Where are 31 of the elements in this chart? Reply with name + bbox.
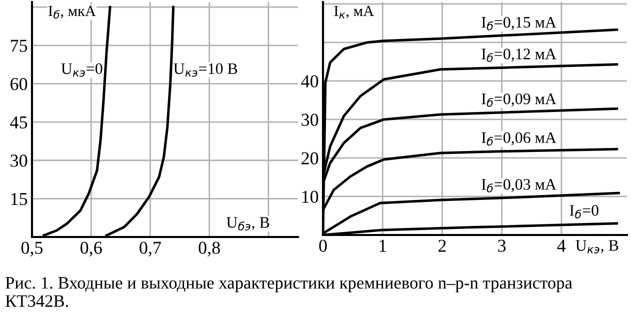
- series-label: U$_{кэ}$=10 В: [174, 63, 238, 77]
- series-label: I$_{б}$=0,15 мА: [482, 16, 556, 30]
- y-tick-label: 20: [302, 152, 318, 164]
- y-tick-label: 15: [11, 193, 28, 206]
- series-label: I$_{б}$=0: [570, 205, 598, 218]
- y-axis-title: I$_{к}$, мА: [334, 6, 374, 18]
- x-tick-label: 1: [380, 240, 386, 252]
- y-tick-label: 30: [10, 154, 28, 167]
- x-tick-label: 0,5: [21, 242, 43, 256]
- series-label: I$_{б}$=0,12 мА: [482, 48, 556, 62]
- x-tick-label: 0,7: [140, 242, 161, 256]
- series-label: I$_{б}$=0,09 мА: [482, 93, 556, 107]
- y-tick-label: 75: [10, 40, 28, 52]
- x-tick-label: 3: [498, 240, 506, 252]
- y-tick-label: 45: [10, 116, 28, 128]
- y-tick-label: 60: [10, 78, 28, 90]
- series-label: U$_{кэ}$=0: [61, 63, 102, 77]
- x-axis-title: U$_{бэ}$, В: [226, 217, 270, 230]
- series-label: I$_{б}$=0,06 мА: [482, 132, 556, 146]
- x-tick-label: 0,8: [198, 242, 220, 256]
- y-tick-label: 10: [302, 190, 318, 203]
- x-tick-label: 0,6: [80, 242, 102, 256]
- x-tick-label: 0: [319, 240, 327, 252]
- y-tick-label: 30: [302, 114, 318, 126]
- x-tick-label: 4: [557, 240, 566, 252]
- series-label: I$_{б}$=0,03 мА: [482, 178, 556, 192]
- text: Рис. 1. Входные и выходные характеристики кремниевого n–p-n транзистора КТ342В.: [6, 277, 572, 307]
- y-axis-title: I$_{б}$, мкА: [48, 6, 96, 19]
- x-axis-title: U$_{кэ}$, В: [576, 240, 618, 254]
- y-tick-label: 40: [301, 75, 318, 88]
- x-tick-label: 2: [438, 240, 446, 252]
